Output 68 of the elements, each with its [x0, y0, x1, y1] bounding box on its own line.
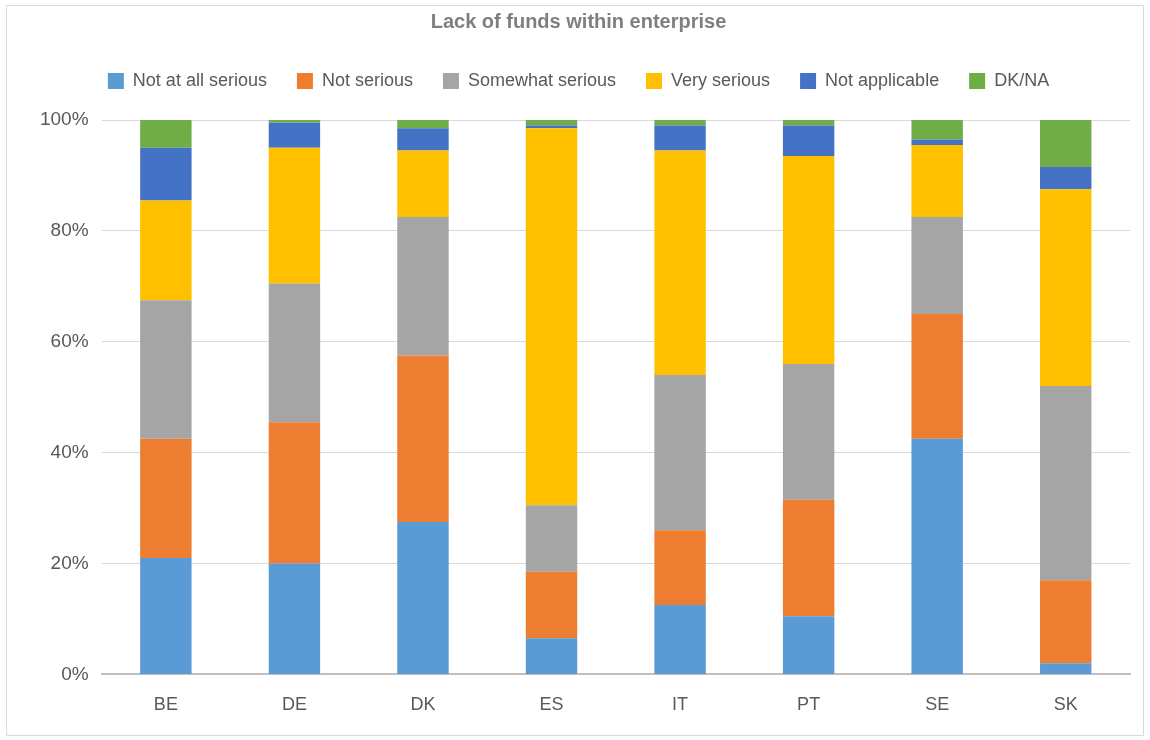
bar	[397, 120, 449, 129]
bar	[911, 144, 963, 218]
bar	[654, 125, 706, 151]
y-tick-label: 20%	[50, 551, 89, 573]
bar	[911, 438, 963, 674]
x-tick-label: ES	[539, 694, 564, 715]
bar	[654, 375, 706, 531]
bar	[397, 521, 449, 674]
bar	[782, 120, 835, 126]
bar	[1040, 120, 1092, 168]
x-tick-label: DK	[410, 694, 436, 715]
bar	[268, 122, 321, 148]
bar	[782, 125, 835, 157]
bar	[525, 120, 578, 126]
legend-label: Somewhat serious	[467, 69, 617, 90]
bar	[911, 314, 963, 439]
y-tick-label: 60%	[50, 329, 89, 351]
bar	[397, 355, 449, 522]
y-tick-label: 0%	[61, 662, 89, 684]
x-tick-label: PT	[797, 694, 821, 715]
bar	[782, 363, 835, 500]
x-tick-label: SE	[925, 694, 950, 715]
bar	[911, 217, 963, 315]
bar	[140, 200, 192, 301]
bar	[140, 147, 192, 201]
bar	[525, 571, 578, 639]
bar	[1040, 189, 1092, 387]
bar	[397, 217, 449, 356]
bar	[1040, 167, 1092, 190]
bar	[397, 150, 449, 218]
bar	[911, 120, 963, 140]
bar	[268, 283, 321, 423]
y-tick-label: 40%	[50, 440, 89, 462]
bar	[654, 530, 706, 606]
legend-label: Not at all serious	[132, 69, 267, 90]
bar	[654, 120, 706, 126]
bar	[654, 605, 706, 674]
bar	[268, 563, 321, 674]
bar	[525, 505, 578, 572]
bar	[911, 139, 963, 145]
legend-label: Very serious	[671, 69, 771, 90]
bar	[140, 438, 192, 558]
legend-label: Not applicable	[825, 69, 940, 90]
bar	[140, 120, 192, 148]
bar	[140, 300, 192, 439]
chart-title: Lack of funds within enterprise	[430, 9, 727, 32]
x-tick-label: BE	[153, 694, 178, 715]
bar	[268, 120, 321, 123]
bar	[140, 557, 192, 674]
x-tick-label: IT	[672, 694, 689, 715]
bar	[782, 156, 835, 364]
x-tick-label: SK	[1053, 694, 1078, 715]
bar	[1040, 663, 1092, 674]
bar	[525, 128, 578, 506]
legend-label: DK/NA	[994, 69, 1050, 90]
bar	[1040, 386, 1092, 581]
y-tick-label: 80%	[50, 219, 89, 241]
bar	[525, 638, 578, 674]
bar	[1040, 580, 1092, 664]
legend-label: Not serious	[321, 69, 413, 90]
bar	[397, 128, 449, 151]
x-tick-label: DE	[281, 694, 307, 715]
bar	[782, 499, 835, 617]
bar	[268, 422, 321, 564]
bar	[268, 147, 321, 284]
bar	[654, 150, 706, 376]
bar	[782, 616, 835, 674]
y-tick-label: 100%	[39, 108, 89, 130]
